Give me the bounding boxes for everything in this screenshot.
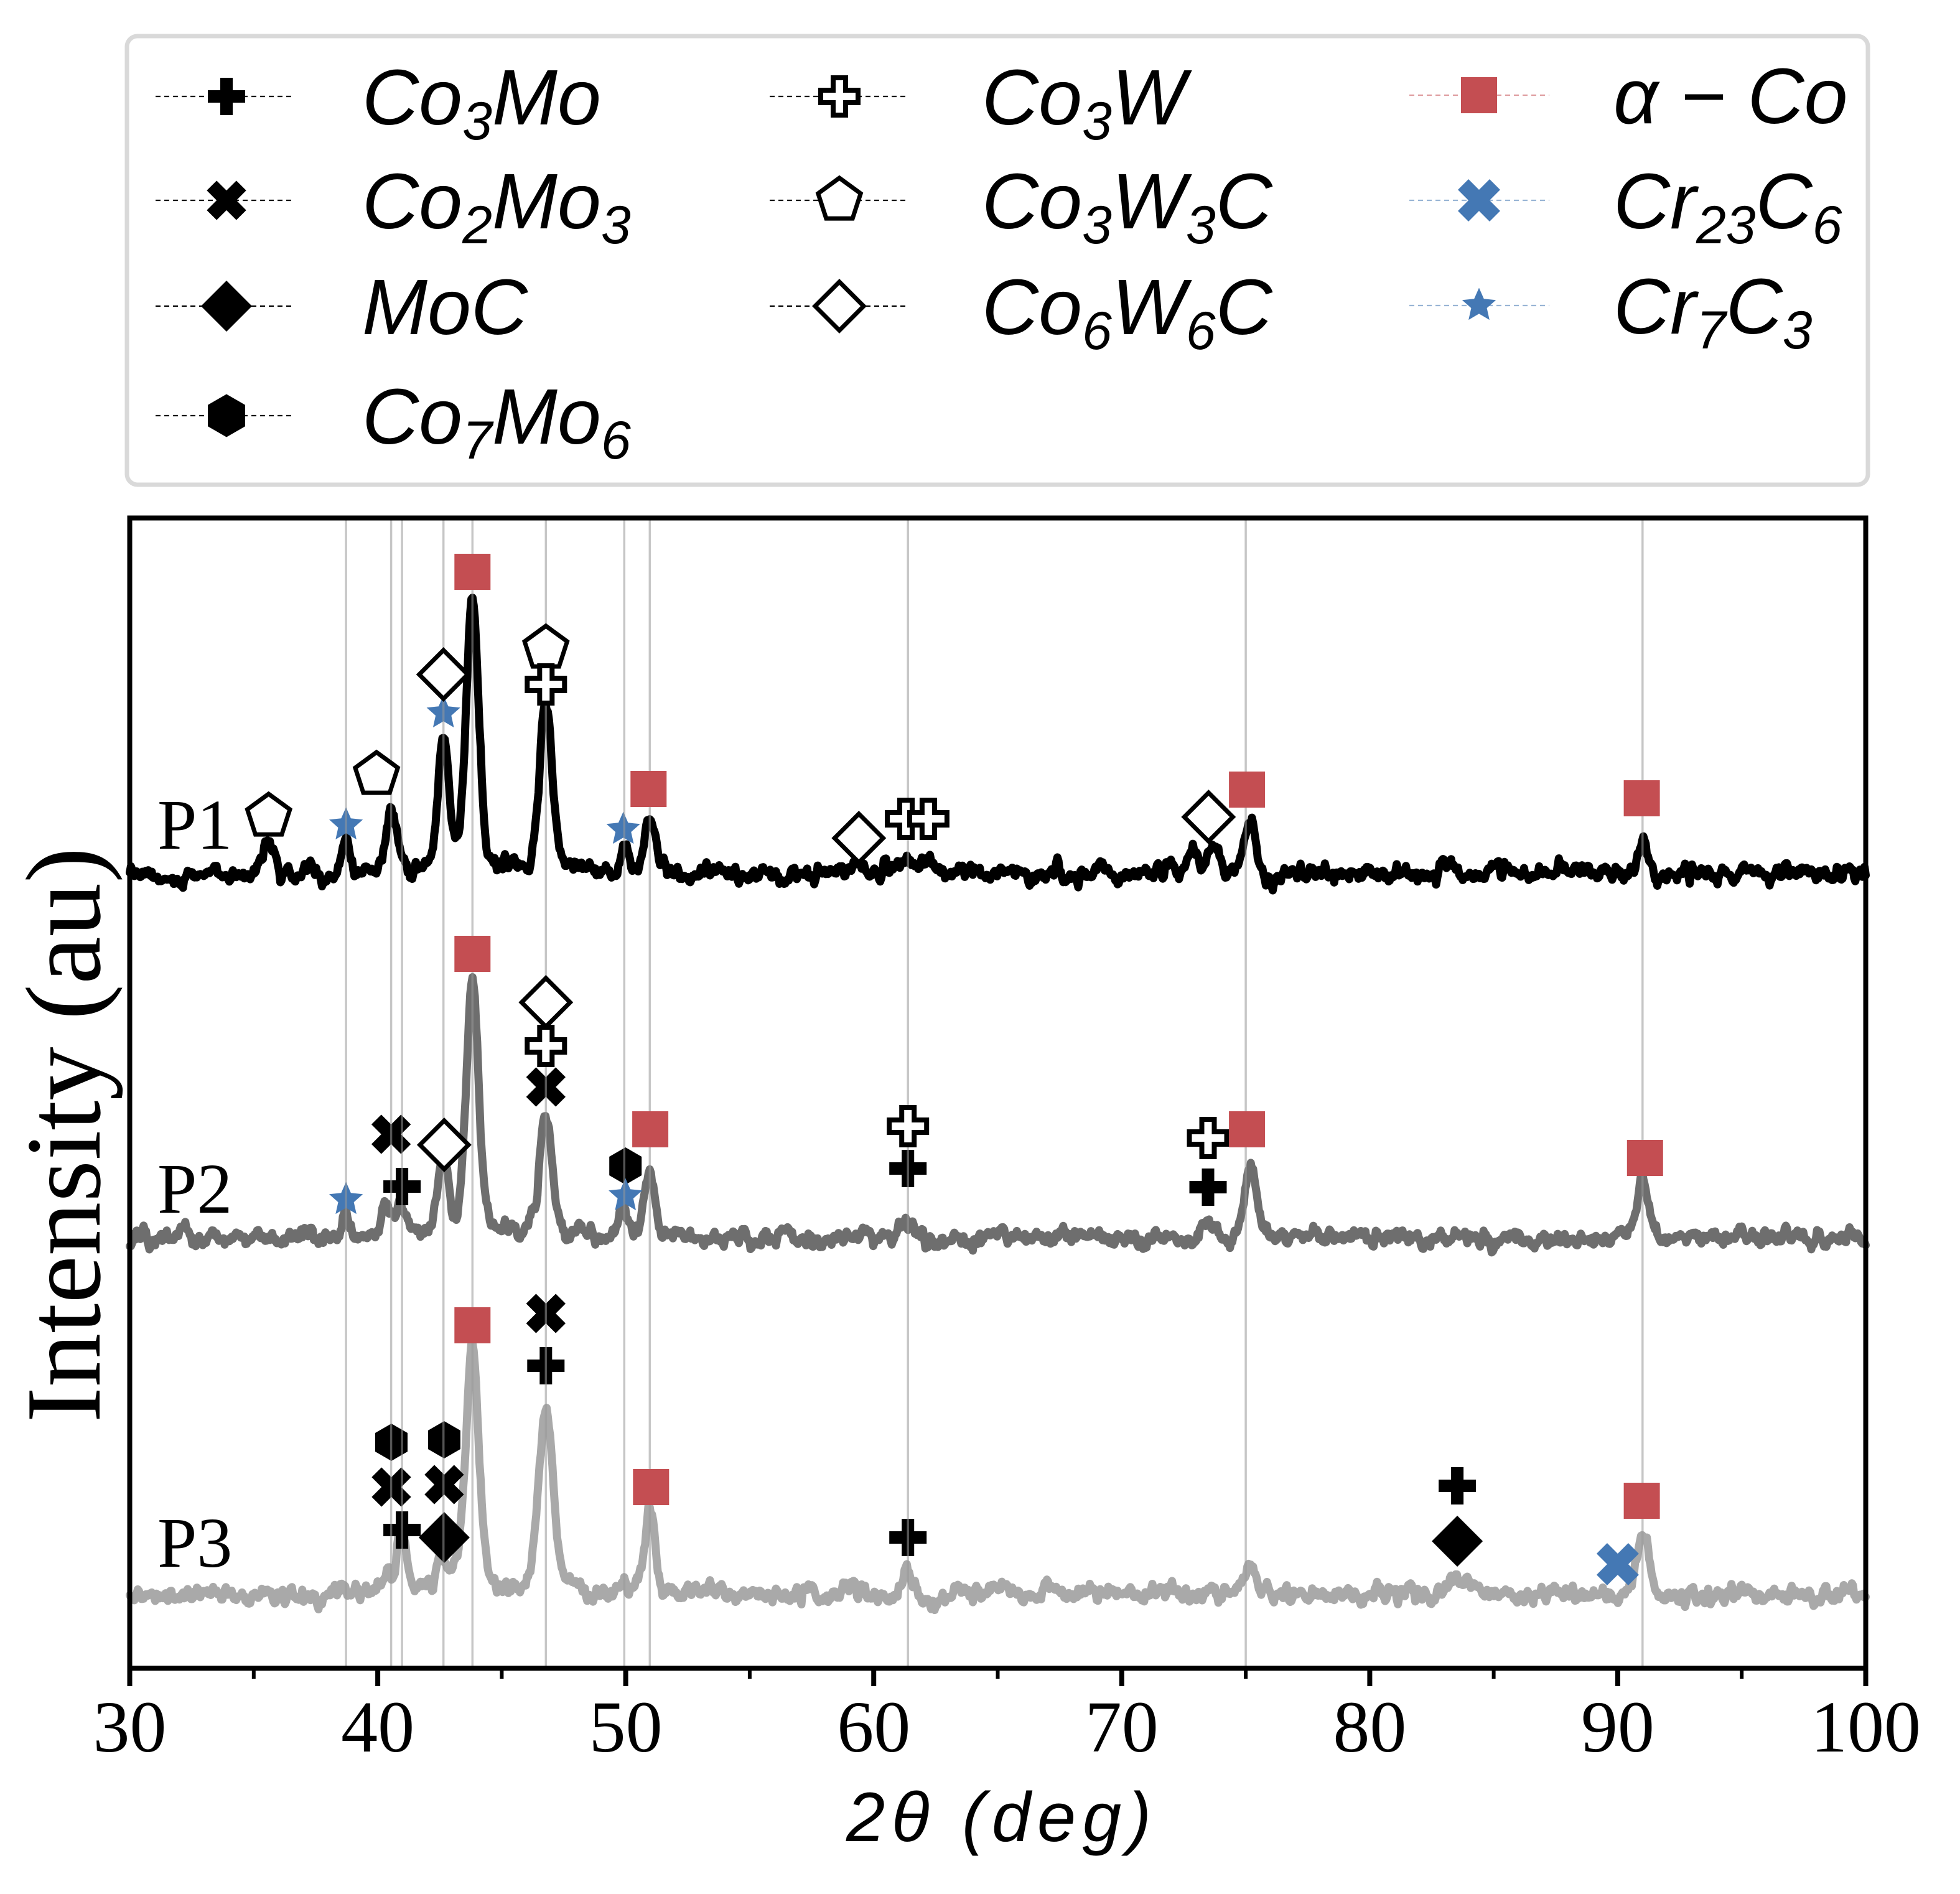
svg-text:30: 30 bbox=[93, 1686, 167, 1768]
svg-text:2θ (deg): 2θ (deg) bbox=[846, 1778, 1151, 1856]
svg-text:Co7​Mo6​: Co7​Mo6​ bbox=[362, 373, 631, 470]
svg-text:P1: P1 bbox=[157, 785, 232, 864]
svg-text:Co2​Mo3​: Co2​Mo3​ bbox=[362, 157, 631, 255]
svg-text:P2: P2 bbox=[157, 1149, 232, 1228]
svg-text:α − Co: α − Co bbox=[1613, 52, 1848, 140]
svg-text:40: 40 bbox=[341, 1686, 414, 1768]
svg-text:MoC: MoC bbox=[362, 263, 528, 351]
svg-text:Co3​W3​C: Co3​W3​C bbox=[982, 157, 1273, 255]
svg-text:Cr23​C6​: Cr23​C6​ bbox=[1613, 157, 1842, 255]
svg-text:Co3​W: Co3​W bbox=[982, 54, 1192, 151]
svg-text:Cr7​C3​: Cr7​C3​ bbox=[1613, 263, 1813, 360]
svg-text:Co6​W6​C: Co6​W6​C bbox=[982, 263, 1273, 361]
svg-text:60: 60 bbox=[837, 1686, 910, 1768]
svg-text:70: 70 bbox=[1085, 1686, 1159, 1768]
svg-text:90: 90 bbox=[1581, 1686, 1654, 1768]
svg-text:P3: P3 bbox=[157, 1503, 232, 1582]
svg-text:100: 100 bbox=[1811, 1686, 1921, 1768]
svg-text:Co3​Mo: Co3​Mo bbox=[362, 54, 601, 151]
svg-text:80: 80 bbox=[1333, 1686, 1406, 1768]
svg-text:50: 50 bbox=[589, 1686, 663, 1768]
svg-text:Intensity (au): Intensity (au) bbox=[5, 847, 123, 1423]
